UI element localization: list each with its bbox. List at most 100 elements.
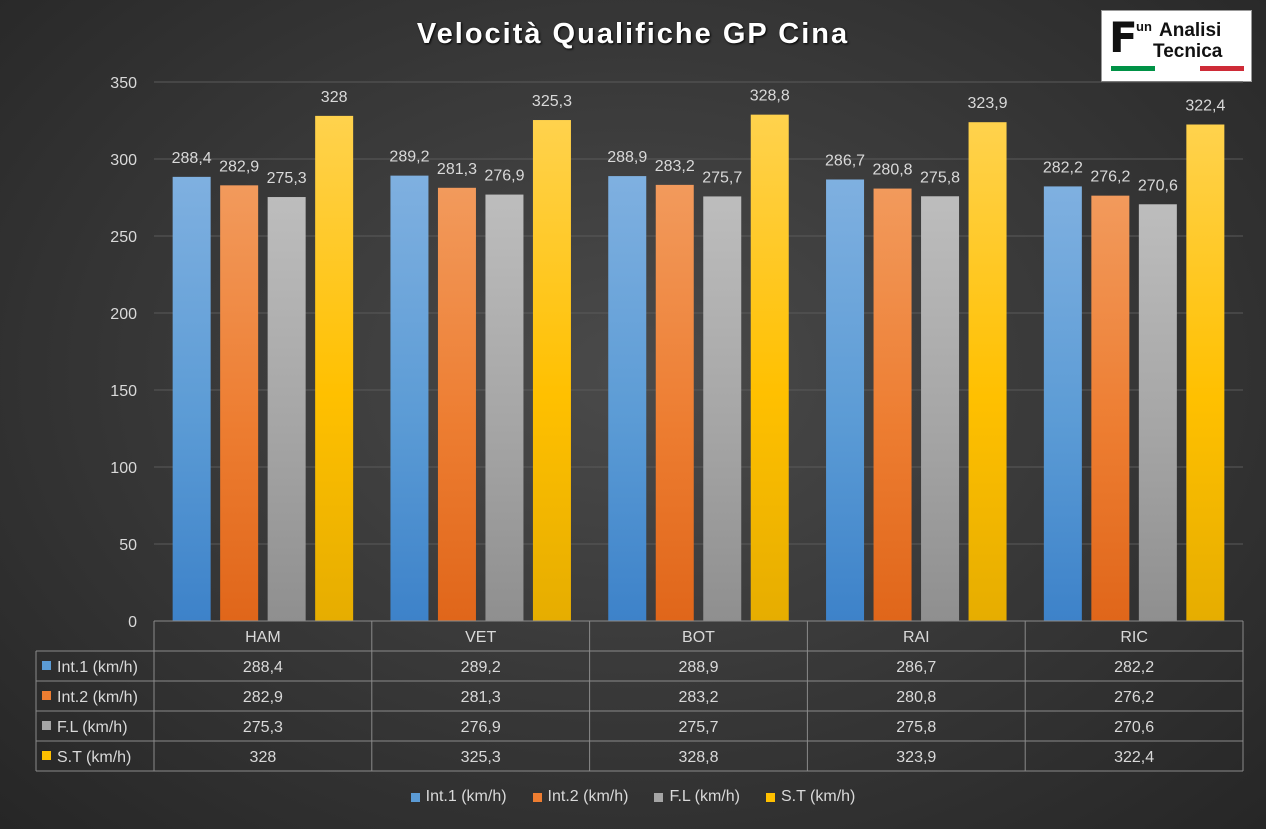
legend-key (42, 721, 51, 730)
bar (437, 187, 476, 621)
table-cell: 325,3 (461, 749, 501, 766)
bar (608, 176, 647, 621)
bar (968, 122, 1007, 621)
bar (750, 114, 789, 621)
table-cell: 281,3 (461, 689, 501, 706)
legend-swatch (765, 792, 775, 802)
data-label: 280,8 (873, 162, 913, 179)
legend-swatch (654, 792, 664, 802)
table-cell: 289,2 (461, 659, 501, 676)
table-cell: 322,4 (1114, 749, 1154, 766)
y-tick-label: 50 (119, 537, 137, 554)
italian-flag-stripe (1111, 66, 1244, 71)
data-label: 328 (321, 89, 348, 106)
table-cell: 282,2 (1114, 659, 1154, 676)
table-series-name: F.L (km/h) (57, 719, 128, 736)
chart-legend: Int.1 (km/h) Int.2 (km/h) F.L (km/h) S.T (k… (0, 788, 1266, 806)
chart-title: Velocità Qualifiche GP Cina (416, 18, 850, 50)
bar (1043, 186, 1082, 622)
bar (315, 115, 354, 621)
bar (220, 185, 259, 622)
legend-item: S.T (km/h) (765, 788, 856, 806)
logo-line-1: Analisi (1159, 20, 1222, 41)
bar (826, 179, 865, 621)
bar (485, 194, 524, 621)
legend-item: Int.2 (km/h) (532, 788, 629, 806)
data-label: 325,3 (532, 93, 572, 110)
fun-analisi-tecnica-logo: F un Analisi Tecnica (1101, 10, 1252, 82)
legend-item: Int.1 (km/h) (410, 788, 507, 806)
table-cell: 328,8 (678, 749, 718, 766)
bar (873, 188, 912, 621)
table-cell: 280,8 (896, 689, 936, 706)
table-series-name: S.T (km/h) (57, 749, 131, 766)
bar (267, 197, 306, 621)
logo-mark: F (1109, 13, 1138, 62)
legend-label: Int.1 (km/h) (425, 788, 507, 805)
bar (532, 120, 571, 622)
data-label: 275,3 (267, 170, 307, 187)
data-label: 276,2 (1090, 169, 1130, 186)
y-tick-label: 250 (110, 229, 137, 246)
bar (172, 176, 211, 621)
table-series-name: Int.1 (km/h) (57, 659, 138, 676)
table-cell: 283,2 (678, 689, 718, 706)
x-tick-label: RIC (1120, 629, 1148, 646)
data-label: 323,9 (968, 95, 1008, 112)
table-cell: 275,7 (678, 719, 718, 736)
bar (1138, 204, 1177, 621)
bar (703, 196, 742, 621)
data-label: 270,6 (1138, 177, 1178, 194)
legend-label: S.T (km/h) (780, 788, 856, 805)
y-tick-label: 100 (110, 460, 137, 477)
table-cell: 275,8 (896, 719, 936, 736)
logo-line-2: Tecnica (1153, 41, 1223, 62)
legend-swatch (532, 792, 542, 802)
data-label: 286,7 (825, 152, 865, 169)
data-label: 282,2 (1043, 159, 1083, 176)
table-cell: 288,4 (243, 659, 283, 676)
legend-key (42, 661, 51, 670)
x-tick-label: VET (465, 629, 496, 646)
legend-label: Int.2 (km/h) (547, 788, 629, 805)
legend-key (42, 691, 51, 700)
bar (390, 175, 429, 621)
legend-swatch (410, 792, 420, 802)
table-cell: 276,9 (461, 719, 501, 736)
table-cell: 275,3 (243, 719, 283, 736)
table-cell: 328 (250, 749, 277, 766)
table-cell: 323,9 (896, 749, 936, 766)
data-label: 275,7 (702, 169, 742, 186)
legend-item: F.L (km/h) (654, 788, 740, 806)
table-cell: 276,2 (1114, 689, 1154, 706)
table-cell: 270,6 (1114, 719, 1154, 736)
y-tick-label: 0 (128, 614, 137, 631)
data-label: 281,3 (437, 161, 477, 178)
table-cell: 288,9 (678, 659, 718, 676)
table-series-name: Int.2 (km/h) (57, 689, 138, 706)
table-cell: 286,7 (896, 659, 936, 676)
y-tick-label: 300 (110, 152, 137, 169)
x-tick-label: RAI (903, 629, 930, 646)
data-label: 275,8 (920, 169, 960, 186)
y-tick-label: 150 (110, 383, 137, 400)
data-label: 276,9 (484, 168, 524, 185)
y-tick-label: 200 (110, 306, 137, 323)
data-label: 288,9 (607, 149, 647, 166)
bar (1091, 195, 1130, 622)
data-label: 282,9 (219, 158, 259, 175)
legend-label: F.L (km/h) (669, 788, 740, 805)
bar (921, 196, 960, 621)
data-label: 288,4 (172, 150, 212, 167)
data-label: 283,2 (655, 158, 695, 175)
data-label: 328,8 (750, 88, 790, 105)
logo-small-text: un (1136, 19, 1152, 34)
y-tick-label: 350 (110, 75, 137, 92)
x-tick-label: HAM (245, 629, 281, 646)
data-label: 322,4 (1185, 98, 1225, 115)
x-tick-label: BOT (682, 629, 715, 646)
bar (655, 184, 694, 621)
bar (1186, 124, 1225, 621)
table-cell: 282,9 (243, 689, 283, 706)
